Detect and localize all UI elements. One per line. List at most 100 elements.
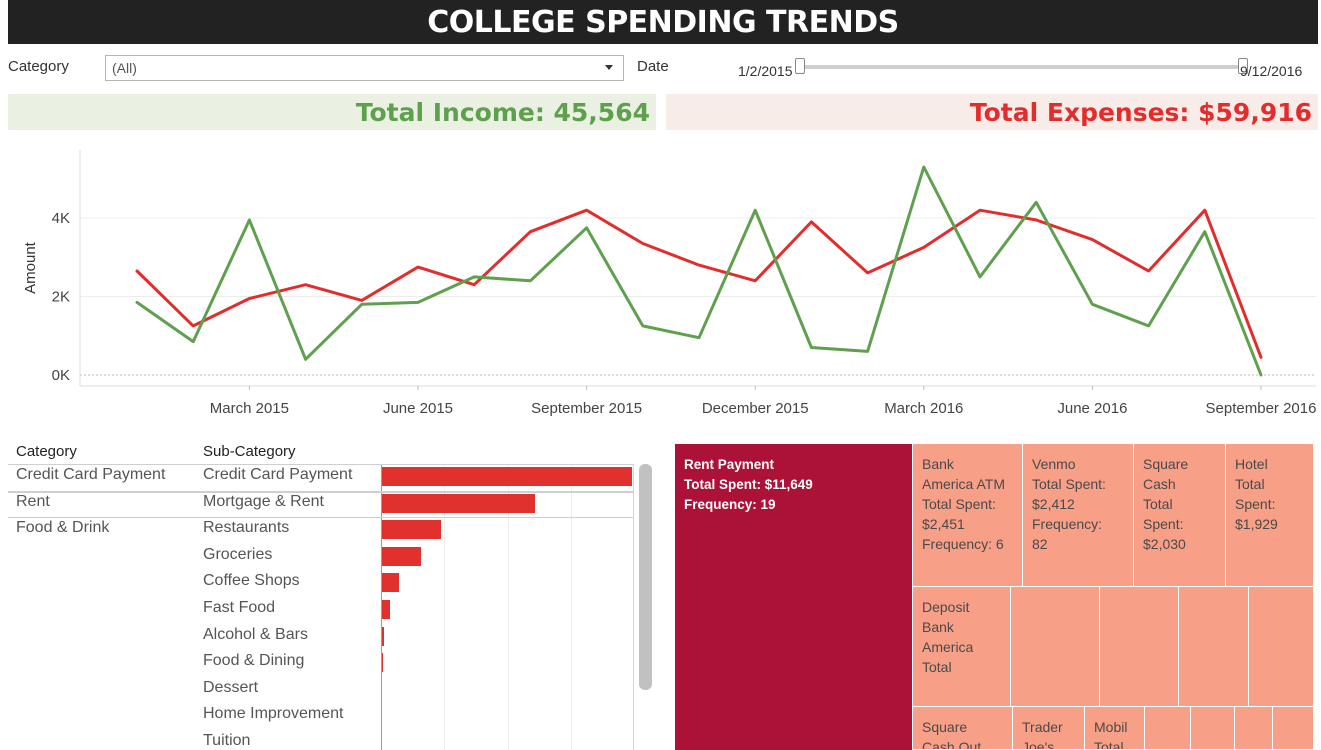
treemap-label: Square	[922, 717, 1003, 737]
row-subcategory: Mortgage & Rent	[203, 493, 324, 511]
x-tick-label: June 2015	[383, 400, 453, 417]
row-subcategory: Credit Card Payment	[203, 466, 352, 484]
table-row-divider	[8, 517, 634, 518]
treemap-cell-venmo[interactable]: Venmo Total Spent: $2,412 Frequency: 82	[1023, 444, 1134, 587]
treemap-label: Joe's	[1022, 737, 1075, 750]
treemap-label: $2,030	[1143, 534, 1216, 554]
treemap-label: Trader	[1022, 717, 1075, 737]
treemap-label: Deposit	[922, 597, 1001, 617]
treemap-label: Hotel	[1235, 454, 1304, 474]
table-row-divider	[8, 464, 634, 465]
x-tick-label: June 2016	[1057, 400, 1127, 417]
treemap-cell[interactable]	[1011, 587, 1100, 707]
table-scrollbar[interactable]	[639, 464, 652, 690]
row-subcategory: Coffee Shops	[203, 572, 300, 590]
treemap-label: Total	[922, 657, 1001, 677]
treemap-cell[interactable]	[1273, 707, 1314, 750]
y-tick-label: 0K	[52, 367, 70, 384]
treemap-label: Total Spent:	[922, 494, 1013, 514]
table-row-divider	[8, 492, 634, 493]
row-subcategory: Fast Food	[203, 599, 275, 617]
income-series-line	[137, 167, 1261, 375]
row-subcategory: Groceries	[203, 546, 272, 564]
row-category: Credit Card Payment	[16, 466, 165, 484]
treemap-label: Total	[1235, 474, 1304, 494]
treemap-label: Total	[1094, 737, 1135, 750]
row-subcategory: Dessert	[203, 679, 258, 697]
treemap-cell[interactable]	[1191, 707, 1235, 750]
chevron-down-icon	[605, 65, 613, 70]
treemap-label: Square	[1143, 454, 1216, 474]
total-expenses-text: Total Expenses: $59,916	[970, 98, 1312, 127]
treemap-cell-bank-america-atm[interactable]: Bank America ATM Total Spent: $2,451 Frequen…	[913, 444, 1023, 587]
treemap-label: Spent:	[1143, 514, 1216, 534]
y-axis-label: Amount	[22, 241, 39, 294]
total-income-kpi: Total Income: 45,564	[8, 94, 656, 130]
subcategory-bar[interactable]	[382, 573, 399, 592]
date-start-value: 1/2/2015	[738, 63, 793, 79]
income-expense-line-chart[interactable]: 0K 2K 4K Amount March 2015 June 2015 September…	[0, 140, 1321, 430]
treemap-cell[interactable]	[1100, 587, 1179, 707]
treemap-label: Frequency: 6	[922, 534, 1013, 554]
treemap-cell-hotel[interactable]: Hotel Total Spent: $1,929	[1226, 444, 1314, 587]
treemap-cell-rent-payment[interactable]: Rent Payment Total Spent: $11,649 Frequenc…	[675, 444, 912, 750]
date-slider-start-handle[interactable]	[795, 58, 805, 74]
x-tick-label: September 2016	[1206, 400, 1317, 417]
row-subcategory: Tuition	[203, 732, 250, 750]
subcategory-bar[interactable]	[382, 520, 441, 539]
treemap-label: Venmo	[1032, 454, 1124, 474]
treemap-cell-square-cash[interactable]: Square Cash Total Spent: $2,030	[1134, 444, 1226, 587]
x-tick-label: September 2015	[531, 400, 642, 417]
subcategory-bar[interactable]	[382, 600, 390, 619]
category-filter-label: Category	[8, 58, 69, 75]
subcategory-bar[interactable]	[382, 627, 384, 646]
treemap-label: Spent:	[1235, 494, 1304, 514]
treemap-label: Frequency:	[1032, 514, 1124, 534]
subcategory-bar[interactable]	[382, 467, 632, 486]
subcategory-bar[interactable]	[382, 494, 535, 513]
bar-gridline	[571, 464, 572, 750]
table-header-category: Category	[16, 443, 77, 460]
treemap-label: 82	[1032, 534, 1124, 554]
total-expenses-kpi: Total Expenses: $59,916	[666, 94, 1318, 130]
treemap-cell[interactable]	[1249, 587, 1314, 707]
treemap-label: Total Spent: $11,649	[684, 475, 903, 495]
treemap-label: Cash Out	[922, 737, 1003, 750]
date-filter-label: Date	[637, 58, 669, 75]
dashboard-title: COLLEGE SPENDING TRENDS	[427, 5, 898, 40]
row-subcategory: Food & Dining	[203, 652, 304, 670]
treemap-label: Bank	[922, 454, 1013, 474]
treemap-label: America ATM	[922, 474, 1013, 494]
treemap-label: Mobil	[1094, 717, 1135, 737]
treemap-label: $2,412	[1032, 494, 1124, 514]
x-tick-label: March 2015	[210, 400, 289, 417]
subcategory-bar[interactable]	[382, 547, 421, 566]
treemap-label: Cash	[1143, 474, 1216, 494]
treemap-label: Bank	[922, 617, 1001, 637]
date-end-value: 9/12/2016	[1240, 63, 1302, 79]
row-subcategory: Home Improvement	[203, 705, 344, 723]
row-subcategory: Alcohol & Bars	[203, 626, 308, 644]
category-dropdown-value: (All)	[112, 60, 137, 76]
subcategory-bar[interactable]	[382, 653, 383, 672]
treemap-label: America	[922, 637, 1001, 657]
row-category: Rent	[16, 493, 50, 511]
treemap-label: Total Spent:	[1032, 474, 1124, 494]
treemap-label: $2,451	[922, 514, 1013, 534]
treemap-cell-mobil[interactable]: Mobil Total	[1085, 707, 1145, 750]
treemap-label: $1,929	[1235, 514, 1304, 534]
treemap-cell[interactable]	[1145, 707, 1191, 750]
x-tick-label: March 2016	[884, 400, 963, 417]
table-scroll-track	[633, 464, 634, 750]
dashboard-title-bar: COLLEGE SPENDING TRENDS	[8, 0, 1318, 44]
treemap-cell-square-cash-out[interactable]: Square Cash Out	[913, 707, 1013, 750]
row-category: Food & Drink	[16, 519, 109, 537]
row-subcategory: Restaurants	[203, 519, 289, 537]
treemap-cell[interactable]	[1179, 587, 1249, 707]
treemap-cell-trader-joes[interactable]: Trader Joe's	[1013, 707, 1085, 750]
treemap-cell[interactable]	[1235, 707, 1273, 750]
category-dropdown[interactable]: (All)	[105, 55, 624, 81]
y-tick-label: 4K	[52, 210, 70, 227]
treemap-cell-deposit-bank-america[interactable]: Deposit Bank America Total	[913, 587, 1011, 707]
date-range-slider[interactable]	[800, 65, 1244, 69]
